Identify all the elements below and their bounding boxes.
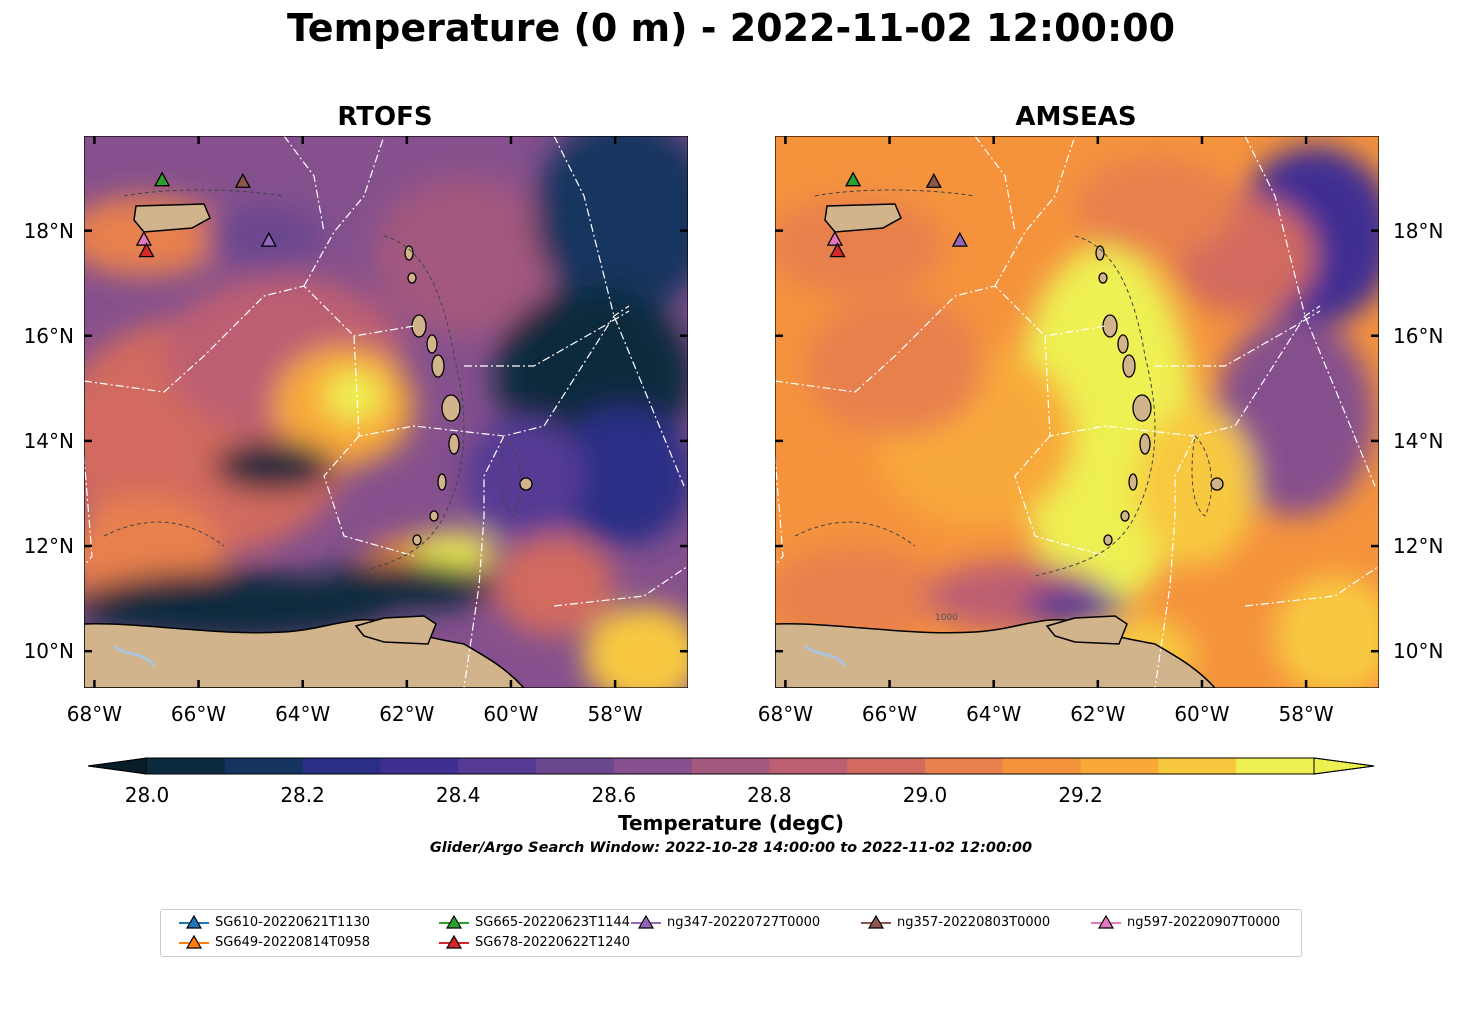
lat-tick-label: 10°N: [1393, 639, 1444, 664]
map-amseas: 1000: [775, 136, 1379, 688]
lon-tick-label: 66°W: [861, 702, 918, 726]
legend-label: SG665-20220623T1144: [475, 914, 631, 930]
legend-label: SG610-20220621T1130: [215, 914, 371, 930]
colorbar-tick-label: 28.0: [124, 783, 170, 807]
glider-marker: [234, 172, 251, 188]
lat-tick-label: 14°N: [23, 428, 74, 453]
colorbar-segment: [847, 758, 926, 774]
legend-item: SG649-20220814T0958: [179, 934, 370, 950]
lon-tick-label: 62°W: [1070, 702, 1126, 726]
lat-tick-label: 18°N: [23, 218, 74, 243]
legend-item: ng357-20220803T0000: [861, 914, 1050, 930]
glider-marker: [260, 231, 277, 247]
ticks: [84, 136, 688, 688]
legend-marker-icon: [861, 914, 891, 929]
lat-tick-label: 18°N: [1393, 218, 1444, 243]
legend-item: SG665-20220623T1144: [439, 914, 630, 930]
colorbar-segment: [147, 758, 226, 774]
lon-tick-label: 58°W: [1278, 702, 1334, 726]
legend-label: SG678-20220622T1240: [475, 934, 631, 950]
colorbar-segment: [1236, 758, 1315, 774]
legend-item: SG610-20220621T1130: [179, 914, 370, 930]
lat-tick-label: 10°N: [23, 639, 74, 664]
colorbar-segment: [380, 758, 459, 774]
colorbar-segment: [302, 758, 381, 774]
glider-marker: [826, 230, 843, 246]
colorbar-segment: [1080, 758, 1159, 774]
legend-marker-icon: [439, 934, 469, 949]
glider-marker: [829, 242, 846, 258]
main-title: Temperature (0 m) - 2022-11-02 12:00:00: [286, 6, 1176, 50]
lon-tick-label: 60°W: [483, 702, 539, 726]
colorbar-tick-label: 28.8: [747, 783, 792, 807]
lat-tick-label: 12°N: [23, 534, 74, 559]
colorbar-tick-label: 28.4: [435, 783, 481, 807]
glider-marker: [951, 231, 968, 247]
legend-label: ng597-20220907T0000: [1127, 914, 1281, 930]
lon-tick-label: 68°W: [66, 702, 123, 726]
glider-marker: [154, 171, 171, 187]
legend-marker-icon: [179, 934, 209, 949]
colorbar-extend-high: [1313, 757, 1375, 775]
colorbar-segment: [769, 758, 848, 774]
lon-tick-label: 60°W: [1174, 702, 1230, 726]
legend-marker-icon: [1091, 914, 1121, 929]
legend-label: ng357-20220803T0000: [897, 914, 1051, 930]
lon-tick-label: 64°W: [275, 702, 331, 726]
lat-tick-label: 16°N: [23, 323, 74, 348]
legend-item: SG678-20220622T1240: [439, 934, 630, 950]
glider-markers-amseas: [826, 171, 968, 258]
colorbar-segment: [1158, 758, 1237, 774]
colorbar: [87, 757, 1375, 775]
lat-tick-label: 16°N: [1393, 323, 1444, 348]
lon-tick-label: 62°W: [379, 702, 435, 726]
legend: SG610-20220621T1130 SG649-20220814T0958 SG…: [160, 909, 1302, 957]
legend-marker-icon: [631, 914, 661, 929]
colorbar-tick-label: 28.2: [280, 783, 325, 807]
lon-tick-label: 58°W: [587, 702, 643, 726]
colorbar-tick-label: 29.0: [902, 783, 948, 807]
lat-tick-label: 12°N: [1393, 534, 1444, 559]
glider-markers-rtofs: [135, 171, 277, 258]
temperature-field-amseas: 1000: [775, 136, 1379, 688]
colorbar-outline: [87, 757, 1375, 775]
search-window-text: Glider/Argo Search Window: 2022-10-28 14…: [429, 840, 1033, 856]
ticks: [775, 136, 1379, 688]
legend-label: SG649-20220814T0958: [215, 934, 371, 950]
colorbar-segment: [458, 758, 537, 774]
map-rtofs: [84, 136, 688, 688]
legend-item: ng597-20220907T0000: [1091, 914, 1280, 930]
colorbar-label: Temperature (degC): [618, 811, 844, 835]
panel-title-rtofs: RTOFS: [337, 102, 433, 132]
colorbar-segment: [224, 758, 304, 774]
colorbar-segment: [925, 758, 1004, 774]
contour-label: 1000: [935, 613, 958, 623]
glider-marker: [135, 230, 152, 246]
glider-marker: [845, 171, 862, 187]
lon-tick-label: 64°W: [966, 702, 1022, 726]
colorbar-tick-label: 28.6: [591, 783, 637, 807]
colorbar-segment: [536, 758, 615, 774]
legend-marker-icon: [439, 914, 469, 929]
colorbar-segment: [613, 758, 693, 774]
colorbar-extend-low: [87, 757, 148, 775]
legend-label: ng347-20220727T0000: [667, 914, 821, 930]
colorbar-tick-label: 29.2: [1058, 783, 1103, 807]
colorbar-segment: [691, 758, 770, 774]
glider-marker: [925, 172, 942, 188]
temperature-field-rtofs: [84, 136, 688, 688]
lon-tick-label: 68°W: [757, 702, 814, 726]
legend-item: ng347-20220727T0000: [631, 914, 820, 930]
lon-tick-label: 66°W: [170, 702, 227, 726]
legend-marker-icon: [179, 914, 209, 929]
colorbar-segment: [1002, 758, 1082, 774]
glider-marker: [138, 242, 155, 258]
lat-tick-label: 14°N: [1393, 428, 1444, 453]
panel-title-amseas: AMSEAS: [1015, 102, 1137, 132]
